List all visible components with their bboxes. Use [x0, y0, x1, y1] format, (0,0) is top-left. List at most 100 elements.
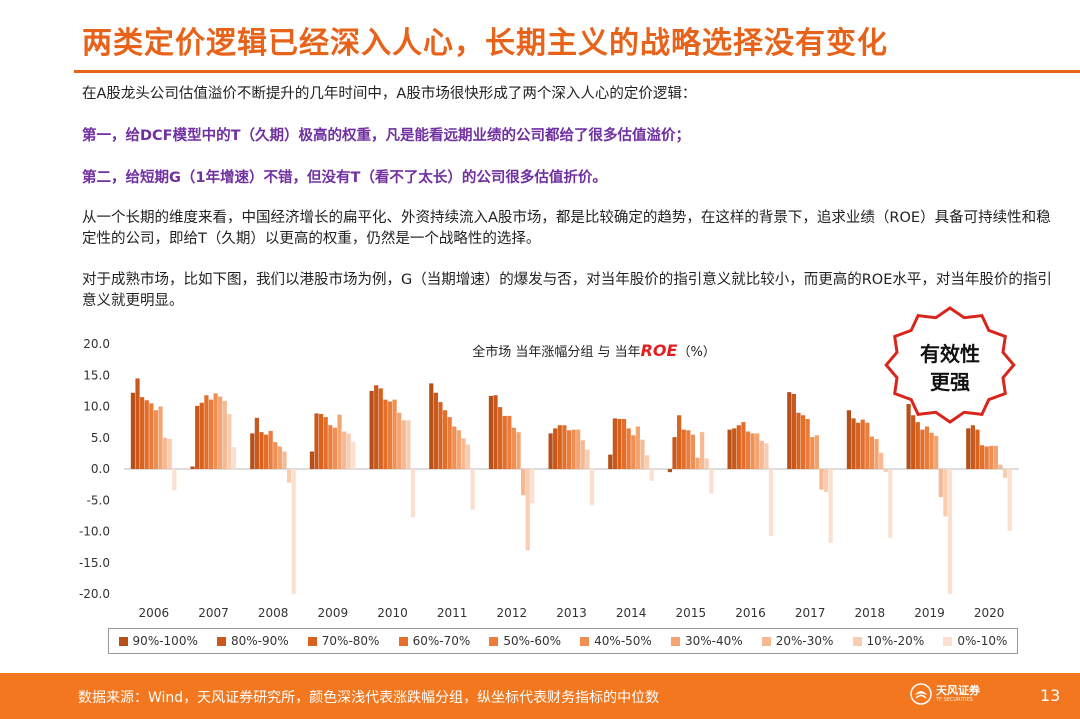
- y-tick-label: 20.0: [83, 337, 110, 351]
- bar-2016-0%-10%: [768, 469, 774, 536]
- bar-2013-90%-100%: [548, 433, 553, 470]
- bar-2007-70%-80%: [199, 402, 204, 469]
- bar-2010-30%-40%: [397, 412, 402, 469]
- bar-2011-70%-80%: [438, 402, 443, 470]
- page-title: 两类定价逻辑已经深入人心，长期主义的战略选择没有变化: [82, 26, 888, 61]
- bar-2019-20%-30%: [938, 469, 943, 498]
- bar-2017-70%-80%: [796, 412, 801, 469]
- intro-paragraph: 在A股龙头公司估值溢价不断提升的几年时间中，A股市场很快形成了两个深入人心的定价…: [82, 86, 697, 102]
- bar-2007-20%-30%: [222, 400, 227, 470]
- bar-2014-10%-20%: [644, 455, 650, 469]
- bar-2012-70%-80%: [498, 407, 503, 470]
- bar-2008-60%-70%: [263, 434, 269, 470]
- bar-2011-20%-30%: [461, 438, 466, 470]
- bar-2010-20%-30%: [401, 420, 406, 469]
- bar-2006-90%-100%: [130, 392, 136, 469]
- bar-2020-50%-60%: [984, 446, 989, 469]
- legend-item: 60%-70%: [398, 634, 470, 648]
- legend-item: 0%-10%: [943, 634, 1007, 648]
- bar-2019-80%-90%: [911, 415, 916, 469]
- bar-2018-60%-70%: [860, 419, 865, 470]
- x-tick-label: 2008: [258, 606, 289, 620]
- legend-label: 50%-60%: [503, 634, 562, 648]
- bar-2019-60%-70%: [920, 429, 925, 470]
- bars: [130, 378, 1012, 594]
- bar-2013-20%-30%: [580, 440, 585, 469]
- bar-2016-20%-30%: [759, 440, 764, 470]
- bar-2020-80%-90%: [970, 425, 975, 469]
- bar-2016-50%-60%: [745, 431, 751, 469]
- bar-2019-0%-10%: [947, 469, 953, 594]
- bar-2011-50%-60%: [447, 417, 452, 470]
- bar-2019-50%-60%: [924, 426, 930, 469]
- mature-market-paragraph: 对于成熟市场，比如下图，我们以港股市场为例，G（当期增速）的爆发与否，对当年股价…: [82, 272, 1052, 309]
- bar-2013-30%-40%: [576, 429, 581, 470]
- bar-2008-50%-60%: [268, 430, 273, 470]
- bar-2013-60%-70%: [562, 425, 567, 469]
- bar-2017-20%-30%: [819, 469, 824, 490]
- bar-2014-80%-90%: [612, 418, 617, 470]
- bar-2010-80%-90%: [374, 385, 379, 469]
- legend-swatch: [118, 636, 128, 646]
- bar-2010-10%-20%: [406, 420, 411, 469]
- legend-swatch: [670, 636, 680, 646]
- bar-2013-80%-90%: [553, 428, 558, 470]
- bar-2012-10%-20%: [525, 469, 530, 551]
- legend-item: 20%-30%: [761, 634, 834, 648]
- bar-2011-40%-50%: [452, 426, 457, 469]
- badge-line2: 更强: [930, 370, 970, 394]
- legend-swatch: [580, 636, 590, 646]
- x-tick-label: 2020: [974, 606, 1005, 620]
- effectiveness-badge: 有效性 更强: [884, 306, 1016, 424]
- x-tick-label: 2012: [497, 606, 528, 620]
- bar-2006-80%-90%: [135, 378, 140, 470]
- bar-2015-10%-20%: [704, 458, 709, 470]
- bar-2012-90%-100%: [488, 395, 494, 470]
- bar-2012-60%-70%: [502, 415, 507, 470]
- bar-2020-30%-40%: [993, 445, 998, 470]
- bar-2008-20%-30%: [282, 451, 287, 469]
- badge-line1: 有效性: [920, 342, 980, 366]
- bar-2012-30%-40%: [516, 432, 521, 470]
- legend-item: 80%-90%: [216, 634, 289, 648]
- bar-2010-70%-80%: [378, 388, 383, 470]
- bar-2012-50%-60%: [507, 415, 512, 470]
- bar-2007-60%-70%: [204, 395, 209, 469]
- y-tick-label: -10.0: [79, 525, 110, 539]
- bar-2015-30%-40%: [695, 457, 700, 469]
- legend-label: 20%-30%: [775, 634, 834, 648]
- legend-swatch: [307, 636, 317, 646]
- bar-2008-90%-100%: [250, 433, 255, 470]
- bar-2019-70%-80%: [915, 422, 920, 470]
- bar-2016-80%-90%: [732, 428, 737, 470]
- bar-2014-40%-50%: [631, 435, 636, 469]
- bar-2012-0%-10%: [530, 469, 535, 504]
- bar-2007-30%-40%: [218, 396, 223, 469]
- roe-bar-chart: 20.0 15.0 10.0 5.0 0.0 -5.0 -10.0 -15.0 -20.0 全市…: [79, 337, 1019, 620]
- bar-2019-90%-100%: [906, 404, 911, 469]
- bar-2020-90%-100%: [966, 428, 971, 470]
- bar-2015-90%-100%: [667, 469, 673, 473]
- legend-swatch: [852, 636, 862, 646]
- bar-2015-40%-50%: [690, 434, 696, 470]
- page-number: 13: [1040, 686, 1061, 705]
- x-tick-label: 2019: [914, 606, 945, 620]
- x-tick-label: 2016: [735, 606, 766, 620]
- y-tick-label: -20.0: [79, 587, 110, 601]
- y-axis: 20.0 15.0 10.0 5.0 0.0 -5.0 -10.0 -15.0 -20.0: [79, 337, 1019, 601]
- x-tick-label: 2007: [198, 606, 229, 620]
- bar-2018-90%-100%: [846, 410, 852, 469]
- bar-2017-50%-60%: [805, 419, 810, 469]
- bar-2009-90%-100%: [309, 451, 315, 469]
- title-underline: [74, 70, 1080, 73]
- point-one-paragraph: 第一，给DCF模型中的T（久期）极高的权重，凡是能看远期业绩的公司都给了很多估值…: [82, 128, 690, 144]
- bar-2018-40%-50%: [869, 436, 875, 469]
- bar-2015-0%-10%: [709, 469, 714, 494]
- bar-2008-0%-10%: [291, 469, 296, 594]
- bar-2015-80%-90%: [672, 437, 677, 470]
- bar-2013-10%-20%: [585, 449, 590, 470]
- data-source-note: 数据来源：Wind，天风证券研究所，颜色深浅代表涨跌幅分组，纵坐标代表财务指标的…: [78, 690, 660, 706]
- bar-2009-70%-80%: [319, 414, 324, 469]
- bar-2020-70%-80%: [975, 429, 980, 470]
- bar-2018-50%-60%: [865, 422, 870, 469]
